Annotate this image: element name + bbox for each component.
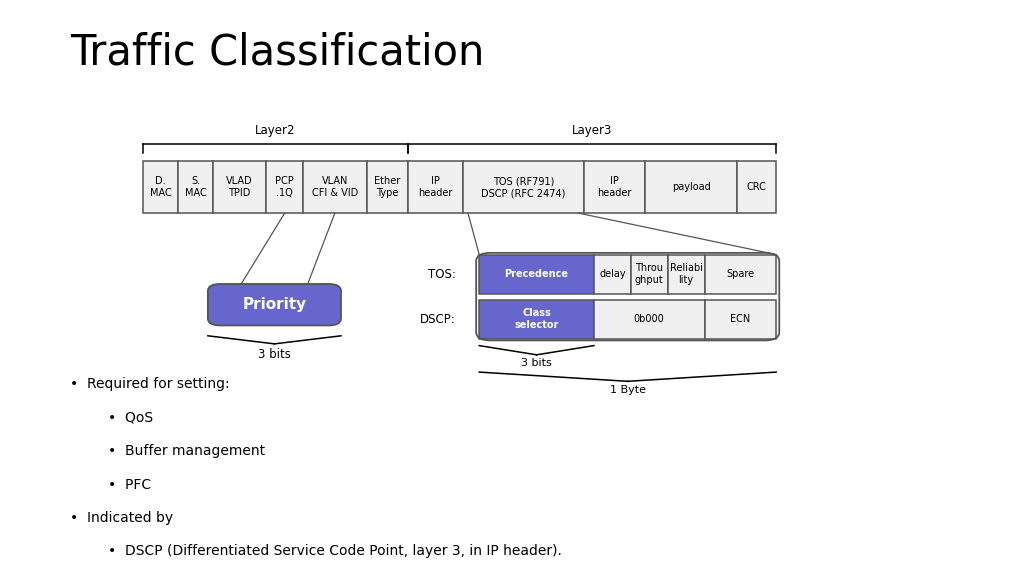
Text: •  DSCP (Differentiated Service Code Point, layer 3, in IP header).: • DSCP (Differentiated Service Code Poin… bbox=[108, 544, 561, 558]
Text: Priority: Priority bbox=[243, 297, 306, 312]
FancyBboxPatch shape bbox=[631, 255, 668, 294]
FancyBboxPatch shape bbox=[266, 161, 303, 213]
Text: •  Indicated by: • Indicated by bbox=[70, 511, 173, 525]
FancyBboxPatch shape bbox=[479, 255, 594, 294]
FancyBboxPatch shape bbox=[594, 255, 631, 294]
Text: 1 Byte: 1 Byte bbox=[609, 385, 646, 395]
FancyBboxPatch shape bbox=[143, 161, 178, 213]
Text: Spare: Spare bbox=[726, 269, 755, 279]
Text: ECN: ECN bbox=[730, 314, 751, 324]
FancyBboxPatch shape bbox=[645, 161, 737, 213]
Text: Ether
Type: Ether Type bbox=[374, 176, 400, 198]
FancyBboxPatch shape bbox=[208, 284, 341, 325]
FancyBboxPatch shape bbox=[705, 255, 776, 294]
FancyBboxPatch shape bbox=[408, 161, 463, 213]
FancyBboxPatch shape bbox=[178, 161, 213, 213]
Text: 0b000: 0b000 bbox=[634, 314, 665, 324]
Text: delay: delay bbox=[599, 269, 626, 279]
FancyBboxPatch shape bbox=[584, 161, 645, 213]
Text: Class
selector: Class selector bbox=[514, 308, 559, 330]
Text: payload: payload bbox=[672, 182, 711, 192]
Text: Reliabi
lity: Reliabi lity bbox=[670, 263, 702, 285]
FancyBboxPatch shape bbox=[463, 161, 584, 213]
Text: Precedence: Precedence bbox=[505, 269, 568, 279]
Text: CRC: CRC bbox=[746, 182, 767, 192]
Text: TOS (RF791)
DSCP (RFC 2474): TOS (RF791) DSCP (RFC 2474) bbox=[481, 176, 565, 198]
Text: VLAD
TPID: VLAD TPID bbox=[226, 176, 253, 198]
Text: IP
header: IP header bbox=[418, 176, 453, 198]
Text: •  PFC: • PFC bbox=[108, 478, 151, 491]
Text: PCP
.1Q: PCP .1Q bbox=[275, 176, 294, 198]
Text: Layer3: Layer3 bbox=[571, 124, 612, 137]
Text: Traffic Classification: Traffic Classification bbox=[70, 32, 484, 74]
Text: 3 bits: 3 bits bbox=[258, 348, 291, 362]
FancyBboxPatch shape bbox=[479, 300, 594, 339]
Text: 3 bits: 3 bits bbox=[521, 358, 552, 368]
FancyBboxPatch shape bbox=[367, 161, 408, 213]
Text: D.
MAC: D. MAC bbox=[150, 176, 172, 198]
FancyBboxPatch shape bbox=[303, 161, 367, 213]
Text: S.
MAC: S. MAC bbox=[184, 176, 207, 198]
Text: TOS:: TOS: bbox=[428, 268, 456, 281]
FancyBboxPatch shape bbox=[737, 161, 776, 213]
Text: •  Required for setting:: • Required for setting: bbox=[70, 377, 229, 391]
FancyBboxPatch shape bbox=[705, 300, 776, 339]
Text: Throu
ghput: Throu ghput bbox=[635, 263, 664, 285]
Text: DSCP:: DSCP: bbox=[420, 313, 456, 325]
Text: IP
header: IP header bbox=[597, 176, 632, 198]
Text: •  QoS: • QoS bbox=[108, 411, 153, 425]
Text: VLAN
CFI & VID: VLAN CFI & VID bbox=[311, 176, 358, 198]
Text: Layer2: Layer2 bbox=[255, 124, 296, 137]
FancyBboxPatch shape bbox=[594, 300, 705, 339]
FancyBboxPatch shape bbox=[668, 255, 705, 294]
FancyBboxPatch shape bbox=[213, 161, 266, 213]
Text: •  Buffer management: • Buffer management bbox=[108, 444, 264, 458]
